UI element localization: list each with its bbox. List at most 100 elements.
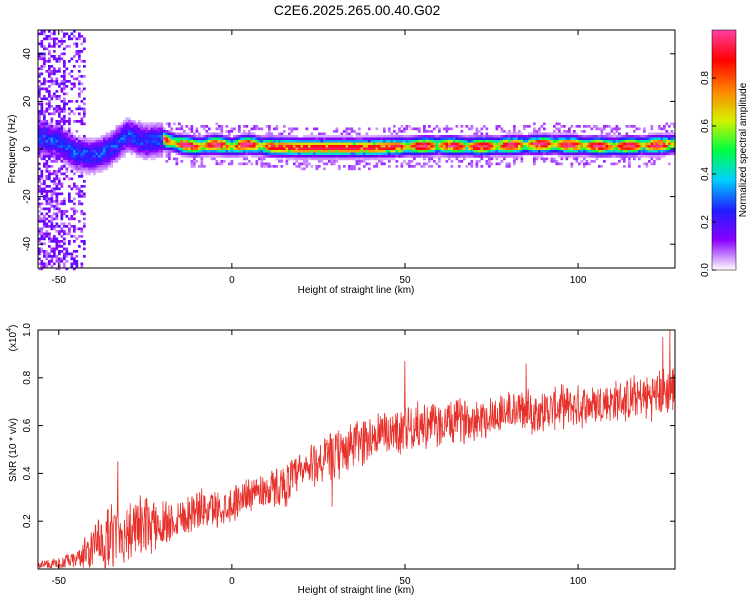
spectrogram-cell	[250, 147, 254, 151]
spectrogram-cell	[610, 135, 614, 138]
spectrogram-cell	[620, 145, 624, 148]
spectrogram-cell	[538, 145, 541, 148]
spectrogram-cell	[73, 182, 76, 186]
spectrogram-cell	[50, 247, 54, 251]
spectrogram-cell	[80, 75, 84, 78]
spectrogram-cell	[55, 37, 59, 41]
spectrogram-cell	[608, 152, 611, 156]
spectrogram-cell	[390, 135, 394, 138]
spectrogram-cell	[115, 142, 119, 146]
spectrogram-cell	[50, 145, 54, 148]
spectrogram-cell	[285, 142, 289, 146]
spectrogram-cell	[288, 150, 291, 153]
spectrogram-cell	[405, 150, 409, 153]
spectrogram-cell	[50, 225, 54, 228]
spectrogram-cell	[300, 162, 304, 166]
spectrogram-cell	[595, 152, 599, 156]
spectrogram-cell	[375, 155, 379, 158]
spectrogram-cell	[560, 157, 564, 161]
spectrogram-cell	[50, 190, 54, 193]
spectrogram-cell	[63, 77, 66, 81]
spectrogram-cell	[48, 177, 51, 181]
spectrogram-cell	[88, 152, 91, 156]
spectrogram-cell	[385, 150, 389, 153]
spectrogram-cell	[423, 137, 426, 141]
spectrogram-cell	[633, 147, 636, 151]
spectrogram-cell	[518, 150, 521, 153]
spectrogram-cell	[450, 127, 454, 131]
spectrogram-cell	[133, 140, 136, 143]
spectrogram-cell	[590, 155, 594, 158]
spectrogram-cell	[135, 150, 139, 153]
spectrogram-cell	[280, 152, 284, 156]
spectrogram-cell	[450, 137, 454, 141]
spectrogram-cell	[310, 165, 314, 168]
spectrogram-cell	[558, 132, 561, 136]
spectrogram-cell	[190, 140, 194, 143]
spectrogram-cell	[280, 132, 284, 136]
spectrogram-cell	[163, 135, 166, 138]
spectrogram-cell	[165, 140, 169, 143]
spectrogram-cell	[320, 132, 324, 136]
spectrogram-cell	[575, 142, 579, 146]
spectrogram-cell	[103, 157, 106, 161]
spectrogram-cell	[128, 117, 131, 121]
spectrogram-cell	[495, 140, 499, 143]
spectrogram-cell	[50, 137, 54, 141]
spectrogram-cell	[395, 165, 399, 168]
spectrogram-cell	[60, 210, 64, 213]
spectrogram-cell	[400, 142, 404, 146]
spectrogram-cell	[200, 125, 204, 128]
spectrogram-cell	[585, 147, 589, 151]
spectrogram-cell	[80, 60, 84, 63]
spectrogram-cell	[278, 140, 281, 143]
spectrogram-cell	[445, 142, 449, 146]
spectrogram-cell	[608, 132, 611, 136]
spectrogram-cell	[515, 157, 519, 161]
spectrogram-cell	[255, 155, 259, 158]
spectrogram-cell	[555, 150, 559, 153]
spectrogram-cell	[40, 190, 44, 193]
spectrogram-cell	[65, 267, 69, 271]
spectrogram-cell	[55, 222, 59, 226]
spectrogram-cell	[400, 135, 404, 138]
spectrogram-cell	[45, 232, 49, 236]
spectrogram-cell	[348, 132, 351, 136]
spectrogram-cell	[48, 85, 51, 88]
spectrogram-cell	[385, 155, 389, 158]
spectrogram-cell	[393, 145, 396, 148]
colorbar-label: Normalized spectral amplitude	[738, 82, 749, 217]
spectrogram-cell	[343, 142, 346, 146]
spectrogram-cell	[603, 137, 606, 141]
spectrogram-cell	[663, 152, 666, 156]
spectrogram-cell	[78, 245, 81, 248]
spectrogram-cell	[75, 160, 79, 163]
spectrogram-cell	[578, 135, 581, 138]
spectrogram-cell	[95, 155, 99, 158]
spectrogram-cell	[515, 137, 519, 141]
spectrogram-cell	[605, 132, 609, 136]
spectrogram-cell	[513, 137, 516, 141]
spectrogram-cell	[73, 142, 76, 146]
spectrogram-cell	[583, 162, 586, 166]
spectrogram-cell	[230, 127, 234, 131]
spectrogram-cell	[470, 162, 474, 166]
spectrogram-cell	[155, 145, 159, 148]
spectrogram-cell	[493, 145, 496, 148]
spectrogram-cell	[485, 155, 489, 158]
spectrogram-cell	[450, 155, 454, 158]
spectrogram-cell	[655, 137, 659, 141]
spectrogram-cell	[83, 157, 86, 161]
spectrogram-cell	[263, 140, 266, 143]
spectrogram-cell	[295, 160, 299, 163]
spectrogram-cell	[355, 135, 359, 138]
spectrogram-cell	[45, 80, 49, 83]
spectrogram-cell	[278, 152, 281, 156]
spectrogram-cell	[305, 142, 309, 146]
spectrogram-cell	[153, 157, 156, 161]
spectrogram-cell	[355, 152, 359, 156]
spectrogram-cell	[48, 252, 51, 256]
spectrogram-cell	[563, 142, 566, 146]
spectrogram-cell	[568, 150, 571, 153]
spectrogram-cell	[73, 165, 76, 168]
